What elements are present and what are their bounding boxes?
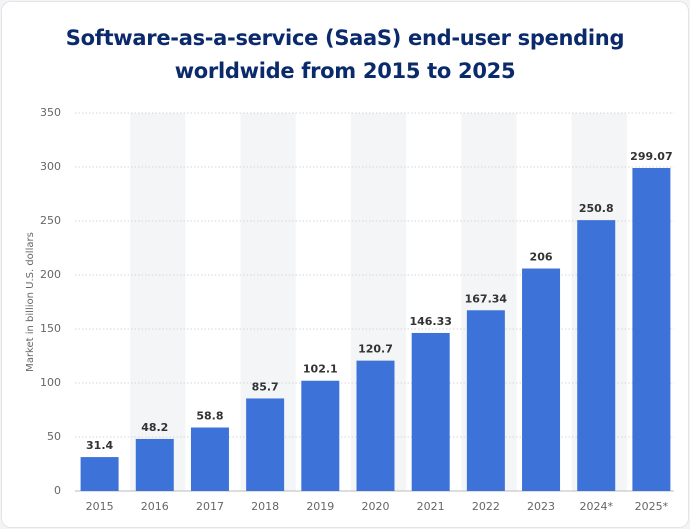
value-label: 206 — [530, 251, 553, 264]
bar — [301, 380, 340, 491]
bar — [466, 310, 505, 491]
value-label: 31.4 — [86, 439, 113, 452]
x-tick-label: 2021 — [417, 500, 445, 513]
y-tick-label: 350 — [40, 106, 61, 119]
value-label: 48.2 — [141, 421, 168, 434]
value-label: 120.7 — [358, 343, 393, 356]
x-tick-label: 2018 — [251, 500, 279, 513]
bar — [190, 427, 229, 491]
bar — [577, 220, 616, 492]
bar — [80, 457, 119, 491]
y-axis-label: Market in billion U.S. dollars — [25, 232, 36, 372]
y-tick-label: 50 — [47, 430, 61, 443]
x-tick-label: 2020 — [362, 500, 390, 513]
chart-title: Software-as-a-service (SaaS) end-user sp… — [65, 26, 625, 83]
value-label: 146.33 — [409, 315, 451, 328]
x-tick-label: 2023 — [527, 500, 555, 513]
x-tick-label: 2015 — [86, 500, 114, 513]
bar — [356, 360, 395, 491]
column-band — [130, 113, 186, 491]
bar — [246, 398, 285, 491]
bar — [135, 438, 174, 491]
x-tick-label: 2016 — [141, 500, 169, 513]
bar — [522, 268, 561, 491]
y-tick-label: 300 — [40, 160, 61, 173]
y-tick-label: 250 — [40, 214, 61, 227]
bar — [632, 168, 671, 491]
x-tick-label: 2025* — [635, 500, 669, 513]
value-label: 250.8 — [579, 202, 614, 215]
x-tick-label: 2017 — [196, 500, 224, 513]
value-label: 102.1 — [303, 363, 338, 376]
bar — [411, 332, 450, 491]
value-label: 85.7 — [252, 380, 279, 393]
value-label: 299.07 — [630, 150, 672, 163]
y-tick-label: 0 — [54, 484, 61, 497]
value-label: 58.8 — [196, 409, 223, 422]
x-tick-label: 2024* — [579, 500, 613, 513]
y-tick-label: 100 — [40, 376, 61, 389]
x-tick-label: 2022 — [472, 500, 500, 513]
y-tick-label: 150 — [40, 322, 61, 335]
x-tick-label: 2019 — [306, 500, 334, 513]
y-tick-label: 200 — [40, 268, 61, 281]
value-label: 167.34 — [465, 292, 508, 305]
